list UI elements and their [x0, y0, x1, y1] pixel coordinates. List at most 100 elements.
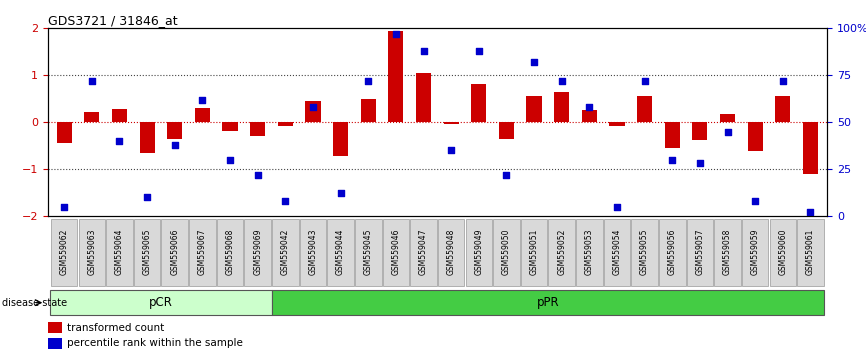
FancyBboxPatch shape: [714, 219, 740, 286]
Bar: [250, 122, 265, 136]
Text: pCR: pCR: [149, 296, 173, 309]
Point: [306, 104, 320, 110]
Bar: [360, 99, 376, 122]
Text: GSM559047: GSM559047: [419, 229, 428, 275]
FancyBboxPatch shape: [520, 219, 547, 286]
FancyBboxPatch shape: [438, 219, 464, 286]
Bar: [84, 112, 100, 122]
Text: GDS3721 / 31846_at: GDS3721 / 31846_at: [48, 14, 178, 27]
FancyBboxPatch shape: [548, 219, 575, 286]
Bar: [803, 122, 818, 174]
FancyBboxPatch shape: [189, 219, 216, 286]
Bar: [223, 122, 237, 131]
FancyBboxPatch shape: [493, 219, 520, 286]
Bar: [139, 122, 155, 153]
Text: GSM559064: GSM559064: [115, 229, 124, 275]
Bar: [554, 92, 569, 122]
Bar: [610, 122, 624, 126]
Text: GSM559044: GSM559044: [336, 229, 345, 275]
FancyBboxPatch shape: [631, 219, 658, 286]
Point: [500, 172, 514, 177]
Point: [57, 204, 71, 210]
Text: disease state: disease state: [2, 298, 67, 308]
Bar: [195, 108, 210, 122]
FancyBboxPatch shape: [687, 219, 714, 286]
Point: [555, 78, 569, 84]
Point: [721, 129, 734, 134]
Text: GSM559061: GSM559061: [806, 229, 815, 275]
FancyBboxPatch shape: [410, 219, 436, 286]
FancyBboxPatch shape: [272, 290, 824, 315]
Bar: [388, 31, 404, 122]
Point: [140, 194, 154, 200]
Point: [196, 97, 210, 102]
Text: percentile rank within the sample: percentile rank within the sample: [68, 338, 243, 348]
Text: GSM559067: GSM559067: [198, 229, 207, 275]
Bar: [692, 122, 708, 140]
Point: [665, 157, 679, 162]
Point: [361, 78, 375, 84]
Bar: [443, 122, 459, 125]
Bar: [56, 122, 72, 143]
Bar: [582, 110, 597, 122]
FancyBboxPatch shape: [272, 219, 299, 286]
Text: GSM559042: GSM559042: [281, 229, 290, 275]
FancyBboxPatch shape: [355, 219, 382, 286]
Bar: [112, 109, 127, 122]
Bar: [471, 84, 487, 122]
Point: [804, 209, 818, 215]
Text: GSM559068: GSM559068: [225, 229, 235, 275]
FancyBboxPatch shape: [216, 219, 243, 286]
FancyBboxPatch shape: [161, 219, 188, 286]
Bar: [306, 101, 320, 122]
FancyBboxPatch shape: [50, 290, 272, 315]
Point: [527, 59, 541, 65]
Point: [693, 161, 707, 166]
Text: GSM559059: GSM559059: [751, 229, 759, 275]
FancyBboxPatch shape: [466, 219, 492, 286]
FancyBboxPatch shape: [604, 219, 630, 286]
Point: [637, 78, 651, 84]
Text: GSM559050: GSM559050: [502, 229, 511, 275]
Point: [113, 138, 126, 144]
Point: [168, 142, 182, 148]
Point: [610, 204, 624, 210]
Text: GSM559063: GSM559063: [87, 229, 96, 275]
FancyBboxPatch shape: [79, 219, 105, 286]
Text: GSM559057: GSM559057: [695, 229, 704, 275]
Point: [278, 198, 292, 204]
Point: [417, 48, 430, 54]
Point: [251, 172, 265, 177]
Text: pPR: pPR: [537, 296, 559, 309]
FancyBboxPatch shape: [327, 219, 354, 286]
Text: transformed count: transformed count: [68, 322, 165, 332]
Text: GSM559065: GSM559065: [143, 229, 152, 275]
Point: [85, 78, 99, 84]
Point: [333, 190, 347, 196]
Bar: [48, 322, 61, 333]
Bar: [416, 73, 431, 122]
Text: GSM559056: GSM559056: [668, 229, 676, 275]
Text: GSM559054: GSM559054: [612, 229, 622, 275]
FancyBboxPatch shape: [576, 219, 603, 286]
Point: [776, 78, 790, 84]
FancyBboxPatch shape: [770, 219, 796, 286]
FancyBboxPatch shape: [134, 219, 160, 286]
Bar: [167, 122, 183, 138]
Point: [389, 31, 403, 37]
FancyBboxPatch shape: [244, 219, 271, 286]
Bar: [527, 96, 541, 122]
Text: GSM559046: GSM559046: [391, 229, 400, 275]
Point: [444, 147, 458, 153]
FancyBboxPatch shape: [107, 219, 132, 286]
Text: GSM559069: GSM559069: [253, 229, 262, 275]
FancyBboxPatch shape: [798, 219, 824, 286]
Bar: [637, 96, 652, 122]
Text: GSM559060: GSM559060: [779, 229, 787, 275]
Bar: [278, 122, 293, 126]
Bar: [775, 96, 791, 122]
Point: [748, 198, 762, 204]
Text: GSM559066: GSM559066: [171, 229, 179, 275]
Point: [223, 157, 237, 162]
FancyBboxPatch shape: [659, 219, 686, 286]
